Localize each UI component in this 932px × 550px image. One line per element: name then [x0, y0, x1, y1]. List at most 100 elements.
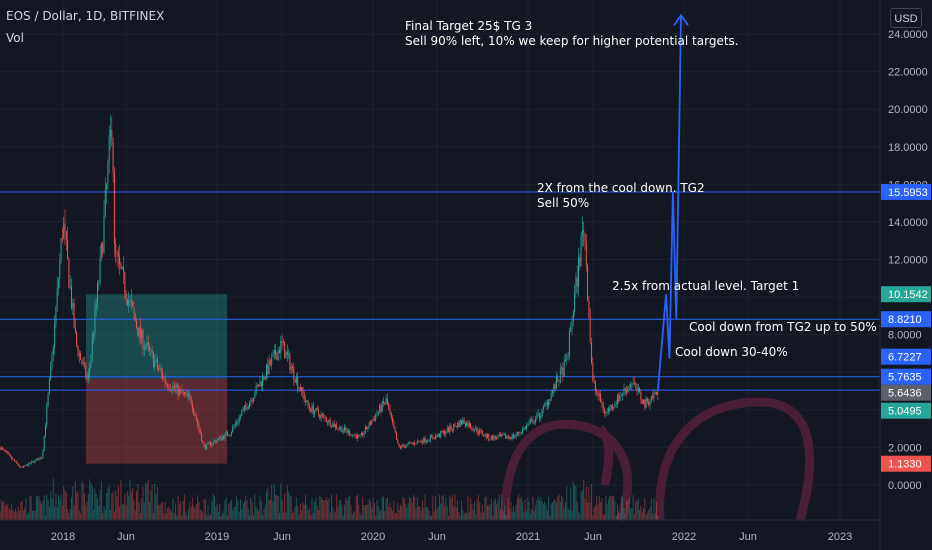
volume-bar	[0, 499, 2, 520]
volume-bar	[168, 505, 170, 520]
volume-bar	[324, 499, 326, 520]
volume-bar	[409, 497, 410, 520]
volume-bar	[3, 500, 5, 520]
candle	[579, 257, 581, 267]
candle	[617, 394, 618, 404]
candle	[121, 266, 123, 269]
candle	[503, 434, 505, 436]
candle	[436, 435, 438, 437]
volume-bar	[468, 511, 470, 520]
volume-bar	[46, 495, 48, 520]
candle	[479, 429, 481, 434]
cooldown-tg2-annotation: Cool down from TG2 up to 50%	[689, 320, 877, 334]
volume-bar	[82, 483, 84, 520]
time-tick-label: Jun	[273, 531, 291, 543]
candle	[510, 437, 512, 439]
candle	[201, 434, 202, 442]
volume-bar	[464, 512, 466, 520]
volume-bar	[566, 486, 568, 520]
candle	[202, 441, 204, 443]
volume-bar	[637, 499, 639, 520]
volume-bar	[185, 511, 187, 520]
volume-bar	[292, 513, 293, 520]
tg2-annotation: 2X from the cool down. TG2 Sell 50%	[537, 181, 705, 211]
candle	[210, 442, 212, 446]
candle	[649, 400, 651, 406]
volume-bar	[194, 507, 196, 520]
volume-bar	[58, 495, 59, 520]
volume-bar	[150, 490, 152, 520]
volume-bar	[111, 493, 113, 520]
candle	[276, 356, 278, 361]
volume-bar	[565, 501, 566, 520]
candle	[332, 423, 334, 427]
candle	[211, 443, 213, 446]
volume-bar	[230, 499, 232, 520]
candle	[435, 435, 436, 440]
candle	[346, 430, 348, 433]
volume-bar	[359, 512, 361, 520]
candle	[146, 342, 148, 347]
volume-bar	[650, 499, 652, 520]
candle	[46, 406, 48, 426]
volume-bar	[357, 494, 358, 520]
candle	[228, 435, 230, 437]
volume-bar	[80, 513, 82, 520]
volume-bar	[466, 513, 468, 520]
volume-bar	[502, 511, 504, 520]
volume-bar	[273, 484, 275, 520]
candle	[550, 393, 552, 401]
candle	[490, 436, 492, 440]
volume-bar	[481, 504, 483, 520]
candle	[341, 427, 343, 433]
price-label-text: 15.5953	[888, 187, 928, 199]
volume-bar	[453, 506, 455, 520]
volume-bar	[617, 504, 618, 520]
volume-bar	[579, 513, 581, 520]
volume-bar	[523, 512, 525, 520]
volume-bar	[137, 484, 139, 520]
candle	[337, 428, 339, 430]
candle	[61, 238, 63, 240]
candle	[186, 392, 188, 397]
candle	[295, 377, 297, 383]
volume-bar	[264, 504, 266, 520]
candle	[367, 427, 369, 430]
volume-bar	[436, 509, 438, 520]
candle	[113, 171, 115, 244]
candle	[474, 429, 475, 431]
volume-bar	[337, 506, 339, 520]
candle	[28, 462, 30, 466]
candle	[555, 377, 557, 389]
volume-bar	[619, 511, 621, 520]
volume-bar	[609, 495, 611, 520]
volume-bar	[581, 489, 583, 520]
volume-bar	[350, 504, 352, 520]
candle	[411, 442, 413, 444]
volume-bar	[546, 510, 548, 520]
volume-bar	[130, 492, 132, 520]
candle	[433, 438, 435, 440]
price-tick-label: 0.0000	[888, 480, 922, 492]
volume-bar	[238, 511, 240, 520]
volume-bar	[277, 496, 279, 520]
candle	[349, 430, 351, 436]
volume-bar	[418, 506, 420, 520]
volume-bar	[17, 506, 19, 520]
candle	[251, 399, 253, 402]
currency-button[interactable]: USD	[890, 8, 922, 28]
final-target-line1: Final Target 25$ TG 3	[405, 19, 533, 33]
price-tick-label: 22.0000	[888, 67, 928, 79]
volume-bar	[649, 507, 651, 520]
volume-bar	[195, 504, 197, 520]
volume-bar	[376, 500, 378, 520]
candle	[301, 387, 303, 392]
candle	[303, 393, 305, 401]
volume-bar	[99, 489, 101, 520]
volume-bar	[112, 491, 114, 520]
candle	[575, 277, 577, 294]
candle	[229, 434, 231, 436]
price-tick-label: 2.0000	[888, 442, 922, 454]
volume-bar	[518, 494, 520, 520]
